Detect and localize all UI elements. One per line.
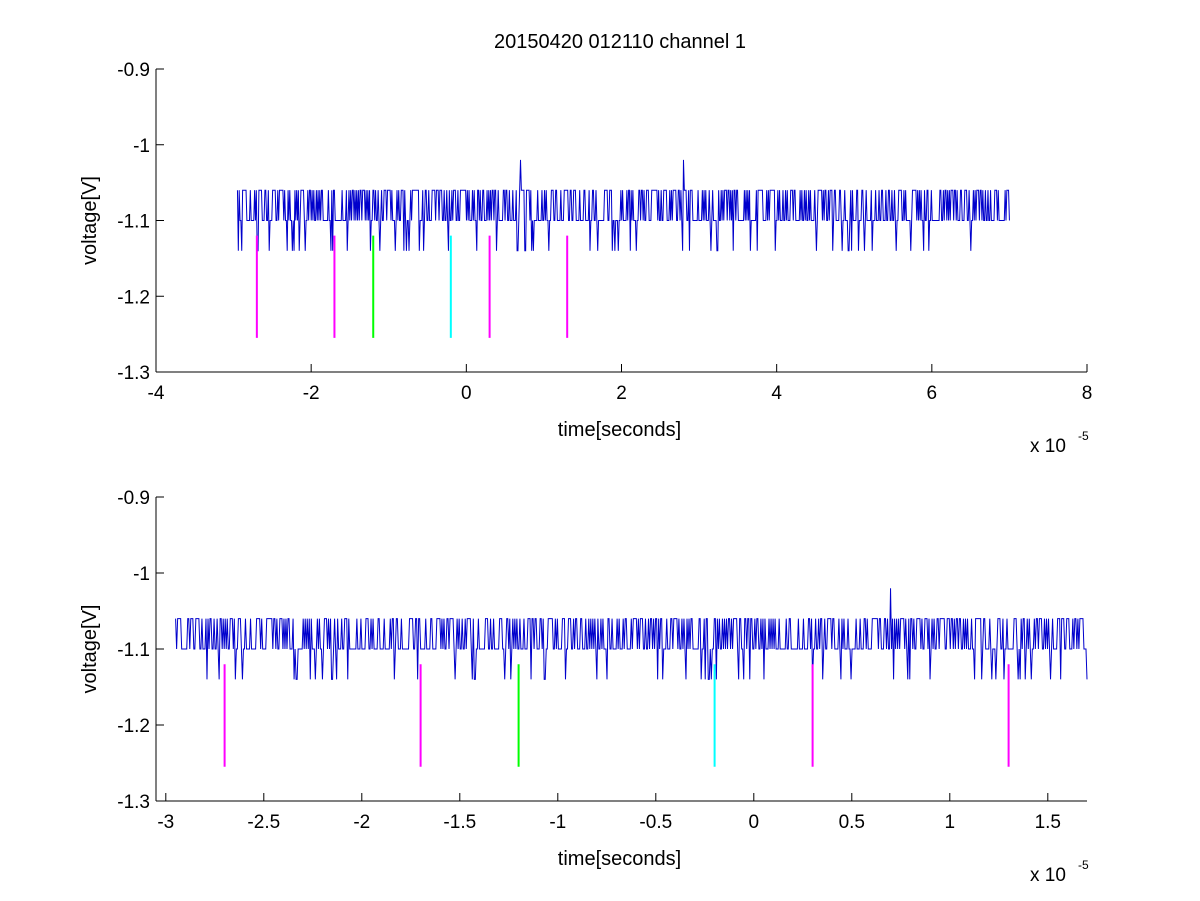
x-tick-label: 1.5	[1035, 812, 1061, 833]
x-tick-label: 6	[927, 383, 938, 404]
signal-trace	[175, 588, 1088, 680]
x-axis-label: time[seconds]	[558, 419, 681, 441]
y-tick-label: -1.1	[117, 640, 150, 661]
top-subplot: -1.3 -1.2 -1.1 -1 -0.9 -4 -2 0 2 4 6 8 time[seconds]…	[79, 60, 1092, 457]
y-tick-label: -1.3	[117, 363, 150, 384]
y-tick-label: -1.1	[117, 212, 150, 233]
x-tick-label: -2	[303, 383, 320, 404]
x-tick-label: 0.5	[839, 812, 865, 833]
x-tick-label: 8	[1082, 383, 1093, 404]
y-axis-label: voltage[V]	[79, 176, 101, 265]
x-tick-label: 1	[945, 812, 956, 833]
y-tick-label: -0.9	[117, 60, 150, 81]
y-tick-label: -0.9	[117, 488, 150, 509]
y-tick-label: -1.2	[117, 287, 150, 308]
x-tick-label: -3	[157, 812, 174, 833]
x-tick-label: -2	[353, 812, 370, 833]
x-axis-exponent: -5	[1078, 429, 1089, 443]
x-axis-multiplier: x 10	[1030, 436, 1066, 457]
x-tick-label: -2.5	[247, 812, 280, 833]
x-tick-label: -4	[148, 383, 165, 404]
x-tick-label: 0	[749, 812, 760, 833]
x-tick-label: -0.5	[639, 812, 672, 833]
y-tick-label: -1	[133, 564, 150, 585]
figure-title: 20150420 012110 channel 1	[494, 31, 746, 53]
x-tick-label: 2	[616, 383, 627, 404]
x-axis-exponent: -5	[1078, 858, 1089, 872]
x-axis-label: time[seconds]	[558, 848, 681, 870]
y-tick-label: -1.3	[117, 792, 150, 813]
x-axis-multiplier: x 10	[1030, 865, 1066, 886]
y-tick-label: -1.2	[117, 716, 150, 737]
x-tick-label: -1	[549, 812, 566, 833]
x-tick-label: 0	[461, 383, 472, 404]
bottom-subplot: -1.3 -1.2 -1.1 -1 -0.9 -3 -2.5 -2 -1.5 -1 -0.5 0 0.5…	[79, 488, 1089, 886]
y-tick-label: -1	[133, 136, 150, 157]
x-tick-label: -1.5	[443, 812, 476, 833]
x-tick-label: 4	[771, 383, 782, 404]
signal-trace	[236, 159, 1010, 252]
y-axis-label: voltage[V]	[79, 605, 101, 694]
